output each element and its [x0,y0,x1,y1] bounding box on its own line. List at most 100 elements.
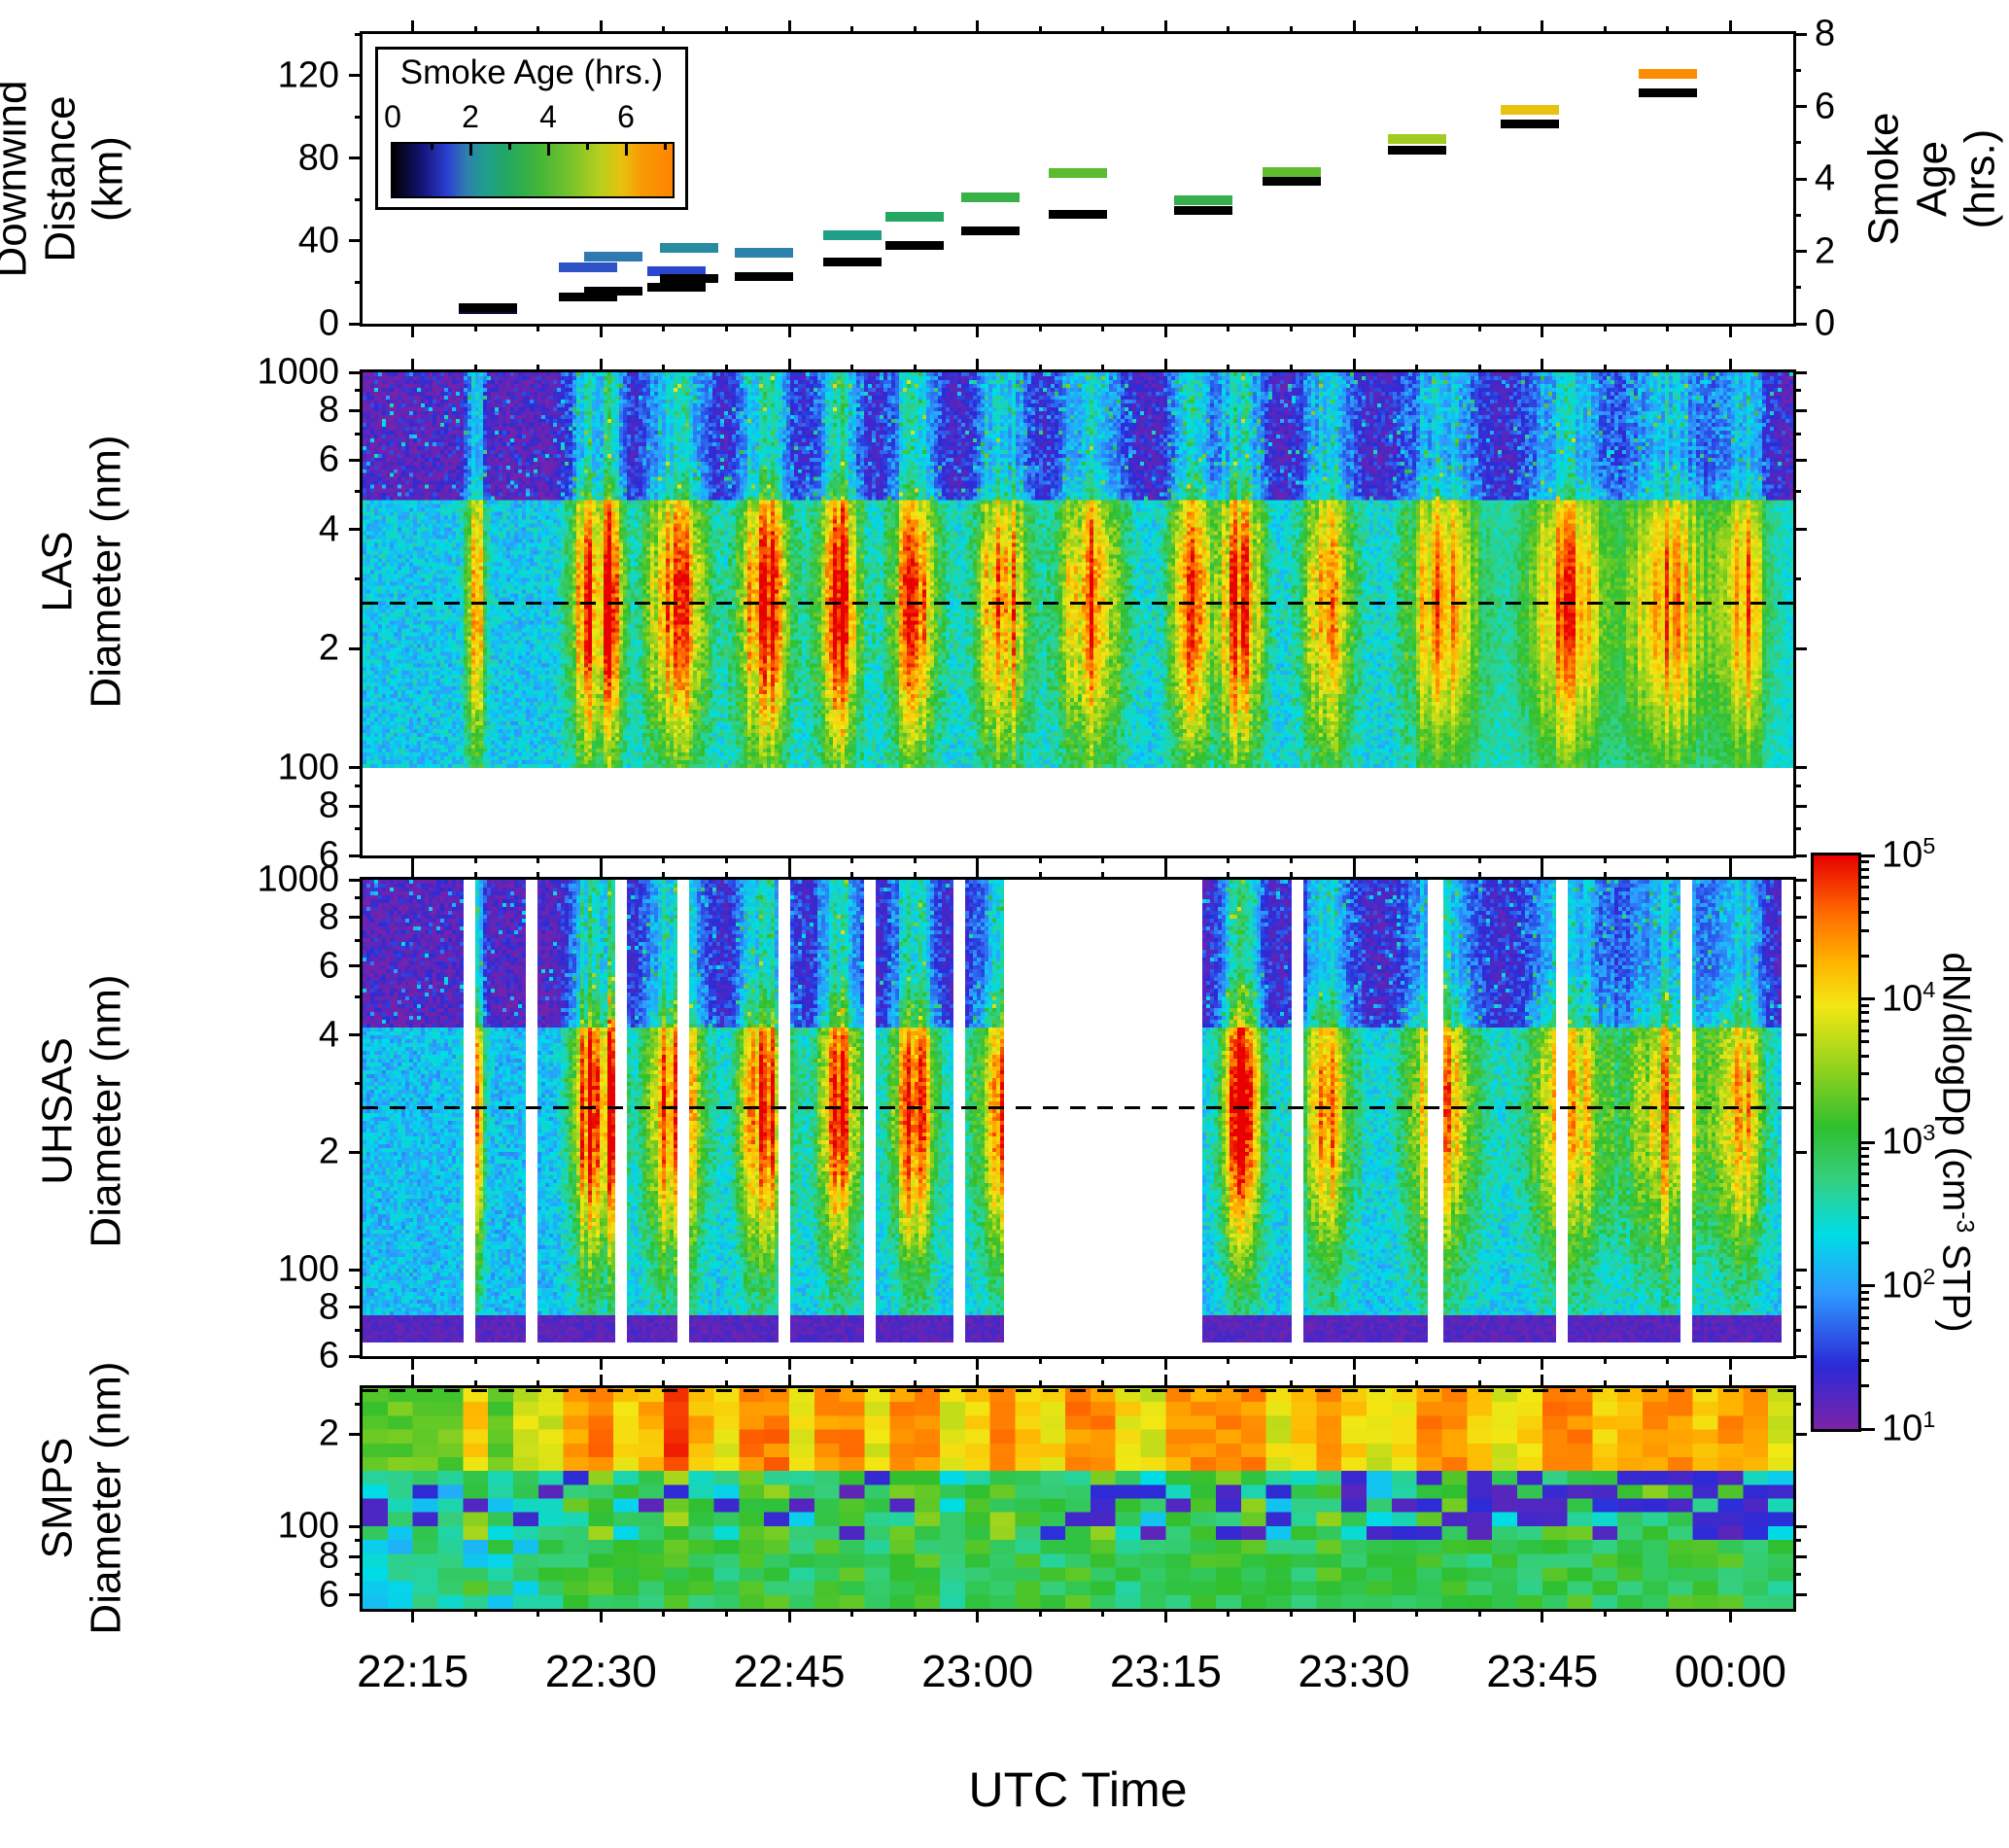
axis-tick [355,1328,363,1332]
smoke-age-bar [1638,68,1697,79]
distance-bar [646,282,706,292]
axis-tick [724,324,728,331]
y-tick-label: 1000 [257,858,339,900]
axis-tick [473,872,477,880]
axis-tick [1352,1356,1356,1370]
axis-tick [1793,105,1807,108]
y-tick-label: 100 [277,747,339,788]
axis-tick [1728,20,1732,34]
axis-tick [1163,359,1167,372]
colorbar-axis-label: dN/dlogDp (cm-3 STP) [1933,952,1977,1332]
axis-tick [1793,1572,1801,1576]
axis-tick [537,872,540,880]
axis-tick [850,324,854,331]
axis-tick [787,1375,791,1388]
axis-tick [349,1432,363,1436]
smps-axis-label: SMPS Diameter (nm) [33,1361,129,1635]
las-heatmap [363,372,1793,768]
axis-tick [537,1380,540,1388]
axis-tick [1101,324,1105,331]
axis-tick [1861,1098,1869,1101]
axis-tick [1477,26,1481,34]
axis-tick [1352,1609,1356,1622]
axis-tick [349,74,363,78]
legend-tick-label: 6 [617,99,635,134]
axis-tick [1861,1040,1869,1044]
axis-tick [546,142,550,156]
axis-tick [473,1609,477,1617]
axis-tick [599,1609,603,1622]
axis-tick [1861,1315,1869,1319]
axis-tick [1603,324,1607,331]
axis-tick [724,1356,728,1364]
axis-tick [1861,1147,1869,1151]
y-tick-label: 8 [318,1286,339,1328]
axis-tick [537,365,540,372]
axis-tick [1541,855,1544,869]
axis-tick [1290,324,1293,331]
smoke-age-bar [735,248,794,259]
smoke-age-legend-colorbar [391,142,675,198]
axis-tick [1861,876,1869,880]
axis-tick [662,365,666,372]
axis-tick [1666,1380,1670,1388]
axis-tick [1793,1554,1807,1558]
axis-tick [473,26,477,34]
y-tick-label: 8 [318,389,339,431]
axis-tick [1861,997,1875,1000]
axis-tick [1352,324,1356,337]
y-tick-label: 2 [1815,230,1836,271]
y-tick-label: 2 [318,1412,339,1454]
distance-bar [1049,210,1107,220]
axis-tick [537,1609,540,1617]
axis-tick [411,20,415,34]
axis-tick [1793,286,1801,290]
axis-tick [1603,855,1607,863]
axis-tick [1861,911,1869,915]
axis-tick [1861,896,1869,900]
smoke-age-bar [1500,105,1559,116]
smps-heatmap [363,1388,1793,1609]
axis-tick [1793,895,1801,899]
axis-tick [349,766,363,770]
axis-tick [1227,872,1230,880]
axis-tick [1861,1011,1869,1015]
axis-tick [1793,250,1807,253]
axis-tick [1101,872,1105,880]
axis-tick [1038,1609,1042,1617]
colorbar-tick-label: 102 [1882,1263,1936,1306]
axis-tick [355,432,363,436]
axis-tick [1793,1539,1801,1543]
axis-tick [1477,872,1481,880]
axis-tick [1861,1306,1869,1309]
distance-bar [885,241,945,251]
axis-tick [1163,1356,1167,1370]
axis-tick [1603,872,1607,880]
axis-tick [850,872,854,880]
axis-tick [662,1609,666,1617]
smoke-age-bar [1262,166,1321,177]
axis-tick [787,1609,791,1622]
y-tick-label: 4 [318,1014,339,1056]
smoke-age-legend-title: Smoke Age (hrs.) [399,53,664,91]
axis-tick [1793,854,1807,857]
axis-tick [1861,1341,1869,1344]
axis-tick [1163,866,1167,880]
axis-tick [1352,855,1356,869]
axis-tick [537,1356,540,1364]
axis-tick [1227,855,1230,863]
axis-tick [1793,784,1801,787]
distance-bar [822,258,882,267]
axis-tick [1541,1609,1544,1622]
axis-tick [976,866,980,880]
distance-bar [584,286,643,296]
distance-bar [960,227,1020,236]
smoke-age-bar [1049,168,1107,179]
axis-tick [430,142,433,150]
axis-tick [355,115,363,119]
axis-tick [1861,886,1869,889]
axis-tick [349,878,363,882]
axis-tick [1793,528,1807,532]
axis-tick [1415,1380,1419,1388]
axis-tick [850,1356,854,1364]
